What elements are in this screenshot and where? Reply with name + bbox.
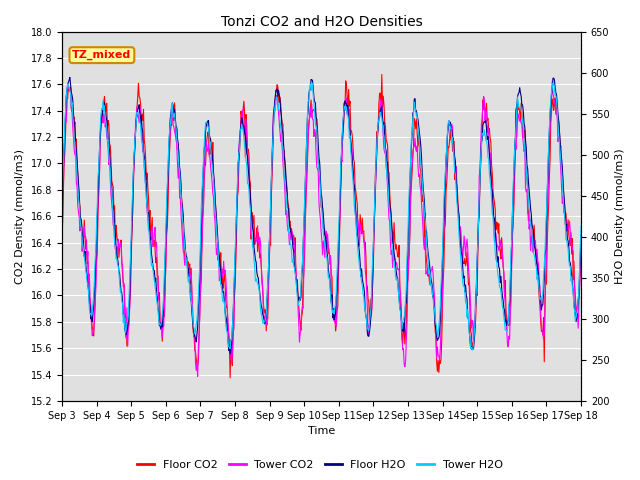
- Floor CO2: [227, 375, 234, 381]
- Tower H2O: [385, 189, 392, 194]
- Floor H2O: [202, 129, 209, 134]
- Floor H2O: [227, 351, 234, 357]
- Tower CO2: [577, 240, 585, 245]
- Tower H2O: [173, 141, 181, 147]
- X-axis label: Time: Time: [308, 426, 335, 436]
- Floor H2O: [66, 74, 74, 80]
- Tower H2O: [67, 103, 75, 109]
- Floor H2O: [401, 314, 409, 320]
- Floor CO2: [121, 297, 129, 303]
- Tower H2O: [469, 347, 477, 353]
- Floor CO2: [67, 105, 75, 111]
- Title: Tonzi CO2 and H2O Densities: Tonzi CO2 and H2O Densities: [221, 15, 422, 29]
- Floor H2O: [122, 329, 129, 335]
- Tower H2O: [549, 80, 557, 86]
- Tower CO2: [58, 232, 66, 238]
- Floor CO2: [378, 72, 386, 77]
- Floor CO2: [577, 242, 585, 248]
- Tower CO2: [67, 105, 75, 110]
- Line: Floor H2O: Floor H2O: [62, 77, 581, 354]
- Tower H2O: [399, 316, 407, 322]
- Floor CO2: [173, 147, 181, 153]
- Floor H2O: [174, 140, 182, 146]
- Floor H2O: [68, 92, 76, 98]
- Tower CO2: [401, 361, 408, 367]
- Floor CO2: [58, 239, 66, 244]
- Floor CO2: [201, 164, 209, 169]
- Floor H2O: [58, 218, 66, 224]
- Line: Floor CO2: Floor CO2: [62, 74, 581, 378]
- Tower CO2: [194, 373, 202, 379]
- Tower H2O: [58, 204, 66, 210]
- Tower CO2: [173, 160, 181, 166]
- Y-axis label: H2O Density (mmol/m3): H2O Density (mmol/m3): [615, 148, 625, 284]
- Text: TZ_mixed: TZ_mixed: [72, 50, 132, 60]
- Y-axis label: CO2 Density (mmol/m3): CO2 Density (mmol/m3): [15, 149, 25, 284]
- Floor H2O: [577, 232, 585, 238]
- Tower H2O: [121, 323, 129, 328]
- Tower H2O: [201, 129, 209, 135]
- Legend: Floor CO2, Tower CO2, Floor H2O, Tower H2O: Floor CO2, Tower CO2, Floor H2O, Tower H…: [133, 456, 507, 474]
- Line: Tower CO2: Tower CO2: [62, 81, 581, 376]
- Floor CO2: [386, 190, 394, 196]
- Tower CO2: [121, 314, 129, 320]
- Tower CO2: [202, 152, 209, 158]
- Tower CO2: [548, 78, 556, 84]
- Floor H2O: [386, 202, 394, 208]
- Tower H2O: [577, 223, 585, 229]
- Floor CO2: [401, 341, 409, 347]
- Tower CO2: [385, 216, 393, 222]
- Line: Tower H2O: Tower H2O: [62, 83, 581, 350]
